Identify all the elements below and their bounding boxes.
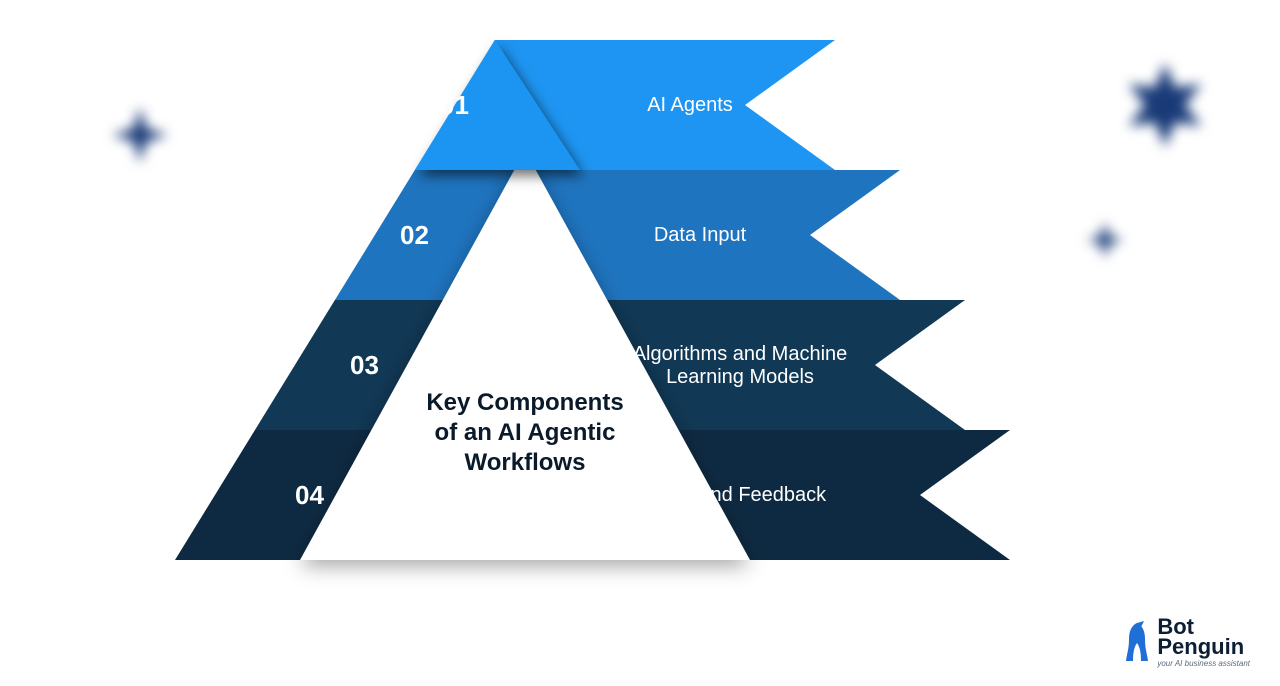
center-title-line: Key Components <box>426 389 623 416</box>
brand-tagline: your AI business assistant <box>1157 659 1250 668</box>
row-number-4: 04 <box>295 480 324 510</box>
center-title-line: of an AI Agentic <box>435 419 616 446</box>
brand-name-bottom: Penguin <box>1157 637 1250 657</box>
row-label-3: Algorithms and Machine <box>633 343 848 365</box>
row-number-3: 03 <box>350 350 379 380</box>
penguin-icon <box>1123 621 1151 665</box>
brand-logo: Bot Penguin your AI business assistant <box>1123 617 1250 668</box>
row-label-2: Data Input <box>654 224 747 246</box>
row-label-1: AI Agents <box>647 94 733 116</box>
row-label-4: Output and Feedback <box>634 484 827 506</box>
row-number-2: 02 <box>400 220 429 250</box>
infographic-pyramid: Key Componentsof an AI AgenticWorkflows … <box>0 0 1280 686</box>
row-label-3: Learning Models <box>666 366 814 388</box>
row-number-1: 01 <box>440 90 469 120</box>
center-title-line: Workflows <box>465 449 586 476</box>
